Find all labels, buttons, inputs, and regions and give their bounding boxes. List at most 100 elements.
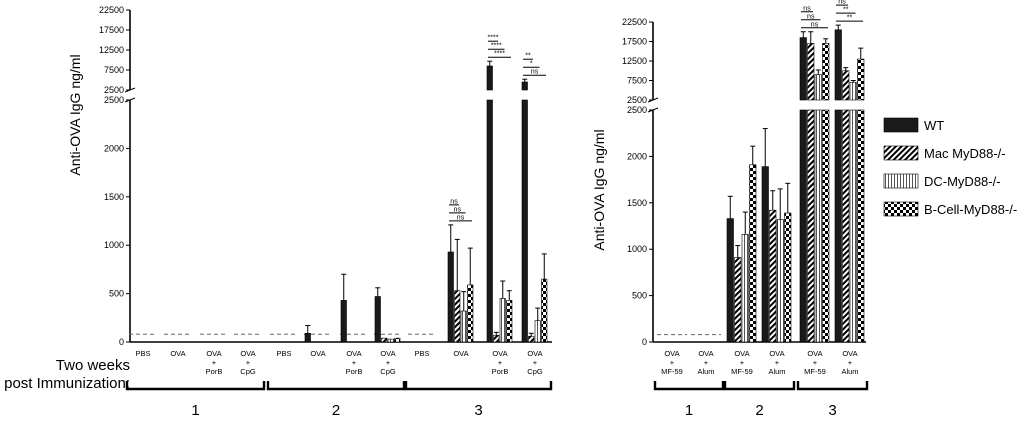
right-chart: 0500100015002000250025007500125001750022…	[591, 0, 869, 419]
bar	[521, 81, 528, 91]
y-tick-label: 0	[642, 337, 647, 347]
significance-label: **	[843, 7, 849, 14]
y-tick-label: 500	[632, 291, 647, 301]
bar	[726, 218, 734, 343]
y-tick-label: 12500	[99, 45, 124, 55]
category-label: OVA	[380, 349, 395, 358]
bar	[799, 109, 807, 343]
bar	[381, 337, 388, 343]
significance-label: **	[847, 15, 853, 22]
significance-label: ns	[450, 198, 458, 205]
bar	[534, 320, 541, 343]
bar	[769, 209, 777, 343]
bar	[493, 334, 500, 343]
significance-label: **	[525, 53, 531, 60]
category-label: +	[670, 358, 675, 367]
y-tick-label: 2500	[627, 105, 647, 115]
bar	[776, 219, 784, 343]
category-label: OVA	[698, 349, 713, 358]
row-header: Two weeks	[56, 357, 130, 374]
category-label: MF-59	[731, 367, 753, 376]
category-label: +	[352, 358, 357, 367]
category-label: +	[498, 358, 503, 367]
group-label: 1	[191, 402, 199, 419]
y-tick-label: 0	[119, 337, 124, 347]
bar	[749, 164, 757, 343]
bar	[394, 337, 401, 343]
y-axis-title: Anti-OVA IgG ng/ml	[591, 129, 607, 250]
group-bracket	[404, 381, 553, 391]
y-axis-title: Anti-OVA IgG ng/ml	[67, 54, 83, 175]
category-label: OVA	[527, 349, 542, 358]
group-label: 2	[755, 402, 763, 419]
y-tick-label: 1000	[627, 244, 647, 254]
y-tick-label: 500	[109, 289, 124, 299]
bar	[304, 332, 311, 343]
category-label: PBS	[414, 349, 429, 358]
legend: WT Mac MyD88-/- DC-MyD88-/- B-Cell-MyD88…	[883, 117, 1017, 217]
y-tick-label: 17500	[99, 25, 124, 35]
bar	[857, 109, 865, 343]
group-bracket	[266, 381, 406, 391]
category-label: OVA	[769, 349, 784, 358]
group-label: 2	[332, 402, 340, 419]
category-label: +	[740, 358, 745, 367]
category-label: Alum	[768, 367, 785, 376]
bar	[499, 298, 506, 343]
y-tick-label: 22500	[99, 5, 124, 15]
category-label: PBS	[276, 349, 291, 358]
y-tick-label: 1500	[627, 198, 647, 208]
category-label: +	[386, 358, 391, 367]
y-tick-label: 7500	[104, 65, 124, 75]
category-label: Alum	[697, 367, 714, 376]
y-tick-label: 2500	[104, 85, 124, 95]
category-label: PorB	[346, 367, 363, 376]
bar	[814, 74, 822, 101]
y-tick-label: 1000	[104, 240, 124, 250]
category-label: +	[848, 358, 853, 367]
legend-swatch-dc	[883, 173, 919, 189]
category-label: CpG	[240, 367, 256, 376]
significance-label: ns	[457, 214, 465, 221]
bar	[528, 335, 535, 343]
category-label: OVA	[206, 349, 221, 358]
group-label: 3	[474, 402, 482, 419]
bar	[486, 65, 493, 91]
bar	[761, 166, 769, 343]
bar	[822, 109, 830, 343]
significance-label: ns	[803, 5, 811, 12]
category-label: OVA	[346, 349, 361, 358]
bar	[340, 300, 347, 343]
category-label: OVA	[492, 349, 507, 358]
bar	[799, 37, 807, 101]
bar	[784, 212, 792, 343]
category-label: CpG	[527, 367, 543, 376]
category-label: +	[212, 358, 217, 367]
legend-swatch-mac	[883, 145, 919, 161]
legend-label-dc: DC-MyD88-/-	[924, 174, 1001, 189]
category-label: CpG	[380, 367, 396, 376]
bar	[741, 234, 749, 343]
bar	[467, 284, 474, 343]
category-label: +	[813, 358, 818, 367]
significance-label: ****	[494, 51, 505, 58]
bar	[454, 290, 461, 343]
bar	[822, 43, 830, 101]
legend-label-mac: Mac MyD88-/-	[924, 146, 1006, 161]
category-label: PorB	[492, 367, 509, 376]
bar	[842, 109, 850, 343]
group-label: 1	[685, 402, 693, 419]
category-label: +	[533, 358, 538, 367]
legend-label-bcell: B-Cell-MyD88-/-	[924, 202, 1017, 217]
bar	[486, 99, 493, 343]
group-bracket	[125, 381, 266, 391]
group-bracket	[796, 381, 869, 391]
bar	[387, 338, 394, 343]
significance-label: *	[530, 61, 533, 68]
significance-label: ns	[811, 21, 819, 28]
significance-label: ns	[531, 69, 539, 76]
category-label: OVA	[310, 349, 325, 358]
y-tick-label: 12500	[622, 56, 647, 66]
bar	[374, 296, 381, 343]
bar	[857, 58, 865, 101]
